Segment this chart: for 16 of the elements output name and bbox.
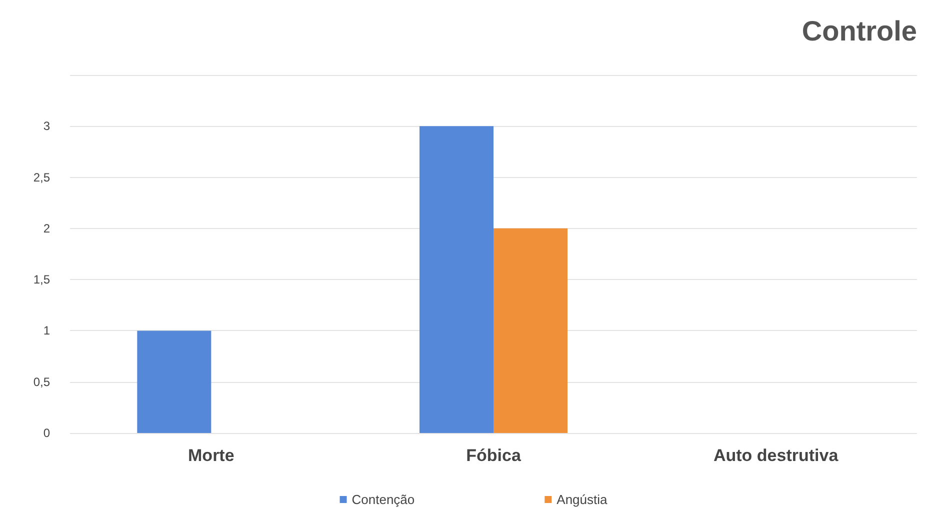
x-tick-label: Morte	[188, 446, 234, 465]
y-tick-label: 1,5	[33, 272, 50, 287]
y-tick-label: 2,5	[33, 170, 50, 184]
bar	[494, 228, 568, 433]
bar	[137, 330, 212, 433]
y-tick-label: 0,5	[33, 374, 50, 389]
x-tick-label: Fóbica	[466, 446, 522, 465]
legend-label: Angústia	[556, 492, 608, 507]
legend-label: Contenção	[352, 492, 415, 507]
y-tick-label: 3	[43, 119, 50, 134]
y-tick-label: 0	[43, 426, 50, 440]
chart-title: Controle	[802, 16, 918, 46]
y-tick-label: 2	[43, 221, 50, 236]
y-tick-label: 1	[43, 324, 50, 338]
x-tick-label: Auto destrutiva	[713, 446, 839, 465]
bar	[420, 126, 494, 433]
